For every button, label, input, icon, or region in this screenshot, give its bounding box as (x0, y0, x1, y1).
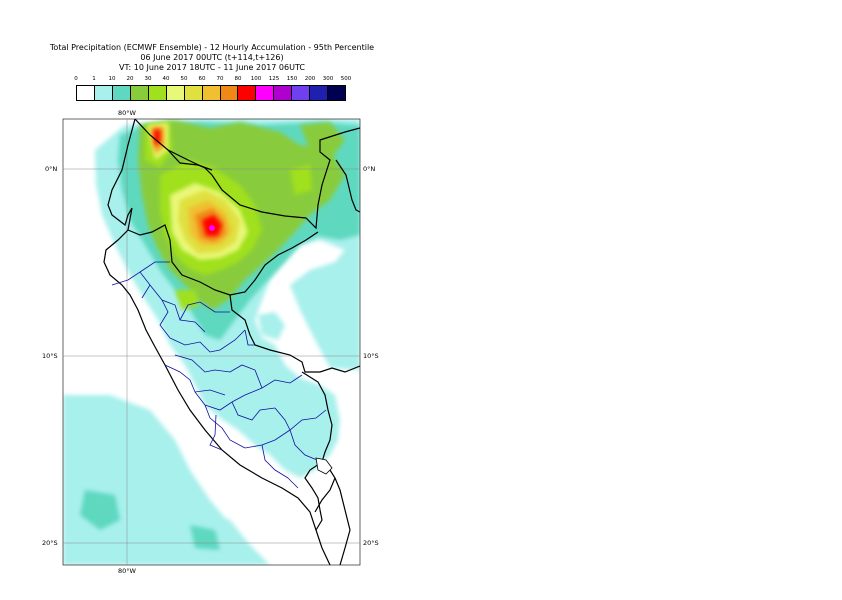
lake-titicaca (315, 457, 333, 475)
legend-swatch (166, 86, 185, 100)
precip-max-spot (209, 225, 215, 231)
precip-field (63, 119, 360, 565)
legend-swatch (148, 86, 167, 100)
legend-tick-label: 30 (144, 76, 152, 82)
legend-tick-label: 20 (126, 76, 134, 82)
legend-swatch (328, 86, 346, 100)
legend-tick-label: 40 (162, 76, 170, 82)
lat-label-left-10: 10°S (42, 352, 58, 360)
lat-label-left-0: 0°N (45, 165, 57, 173)
precip-legend: 0 1 10 20 30 40 50 60 70 80 100 125 150 200 300 500 (74, 76, 351, 101)
lat-label-right-0: 0°N (363, 165, 375, 173)
legend-swatch (184, 86, 203, 100)
legend-swatch (256, 86, 275, 100)
legend-tick-label: 80 (234, 76, 242, 82)
lat-label-right-20: 20°S (363, 539, 379, 547)
legend-tick-label: 200 (304, 76, 316, 82)
legend-tick-label: 100 (250, 76, 262, 82)
lat-label-left-20: 20°S (42, 539, 58, 547)
graticule (63, 119, 360, 565)
legend-swatch (292, 86, 311, 100)
legend-swatch (274, 86, 293, 100)
legend-swatch (310, 86, 329, 100)
legend-swatch (94, 86, 113, 100)
lon-label-top: 80°W (118, 109, 137, 117)
legend-tick-label: 150 (286, 76, 298, 82)
legend-tick-label: 50 (180, 76, 188, 82)
legend-tick-row: 0 1 10 20 30 40 50 60 70 80 100 125 150 200 300 500 (74, 76, 351, 85)
legend-tick-label: 60 (198, 76, 206, 82)
legend-color-bar (76, 85, 346, 101)
legend-tick-label: 500 (340, 76, 352, 82)
title-line-3: VT: 10 June 2017 18UTC - 11 June 2017 06… (119, 63, 305, 72)
legend-tick-label: 1 (92, 76, 96, 82)
legend-tick-label: 10 (108, 76, 116, 82)
legend-tick-label: 70 (216, 76, 224, 82)
admin-borders (111, 261, 327, 489)
legend-swatch (238, 86, 257, 100)
legend-swatch (202, 86, 221, 100)
legend-swatch (130, 86, 149, 100)
chart-title-block: Total Precipitation (ECMWF Ensemble) - 1… (0, 43, 424, 73)
title-line-2: 06 June 2017 00UTC (t+114,t+126) (140, 53, 284, 62)
lat-label-right-10: 10°S (363, 352, 379, 360)
legend-swatch (77, 86, 95, 100)
legend-tick-label: 0 (74, 76, 78, 82)
country-borders (103, 119, 360, 565)
title-line-1: Total Precipitation (ECMWF Ensemble) - 1… (49, 43, 375, 52)
map-frame (62, 118, 361, 566)
legend-swatch (220, 86, 239, 100)
legend-tick-label: 300 (322, 76, 334, 82)
legend-tick-label: 125 (268, 76, 280, 82)
lon-label-bottom: 80°W (118, 567, 137, 575)
legend-swatch (112, 86, 131, 100)
